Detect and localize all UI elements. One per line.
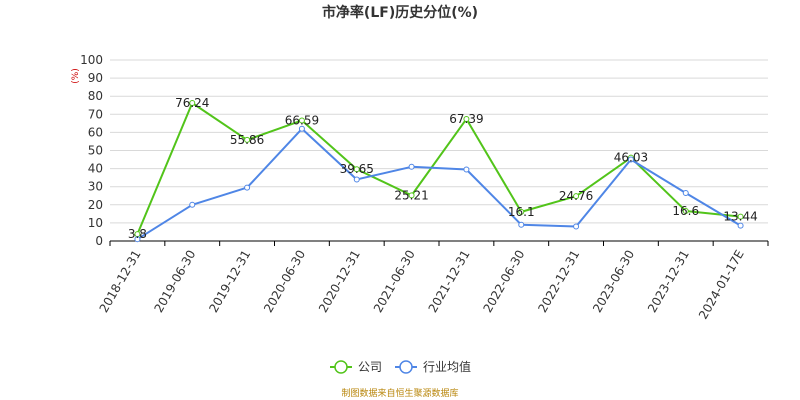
data-point [682, 207, 689, 214]
data-point [518, 208, 525, 215]
x-tick-label: 2023-06-30 [590, 248, 637, 315]
data-label: 46.03 [614, 151, 648, 165]
data-label: 16.6 [672, 204, 699, 218]
grid-layer [110, 59, 768, 224]
series-line-0 [136, 102, 741, 235]
y-tick-label: 80 [88, 89, 103, 103]
x-tick-label: 2019-06-30 [151, 248, 198, 315]
y-tick-label: 0 [95, 234, 103, 248]
data-point [298, 125, 305, 132]
x-tick-label: 2020-12-31 [316, 248, 363, 315]
legend-label: 公司 [358, 360, 382, 374]
data-point [737, 213, 744, 220]
y-tick-label: 40 [88, 162, 103, 176]
y-tick-label: 90 [88, 71, 103, 85]
data-point [737, 222, 744, 229]
data-label: 25.21 [394, 188, 428, 202]
series-layer [134, 100, 744, 243]
data-label: 66.59 [285, 113, 319, 127]
source-note: 制图数据来自恒生聚源数据库 [341, 387, 458, 399]
x-tick-label: 2018-12-31 [97, 248, 144, 315]
x-tick-label: 2019-12-31 [206, 248, 253, 315]
legend-marker-icon [334, 360, 348, 374]
data-point [353, 166, 360, 173]
data-label: 67.39 [449, 112, 483, 126]
data-point [134, 236, 141, 243]
data-point [244, 136, 251, 143]
legend-marker-icon [399, 360, 413, 374]
data-point [353, 176, 360, 183]
data-point [189, 201, 196, 208]
data-point [244, 184, 251, 191]
legend-label: 行业均值 [423, 359, 471, 374]
axis-layer: 0 10 20 30 40 50 60 70 80 90 100 2018-12-31 2019-06-… [80, 53, 769, 322]
data-point [627, 156, 634, 163]
x-tick-label: 2024-01-17E [696, 248, 747, 322]
data-point [408, 192, 415, 199]
y-tick-label: 60 [88, 125, 103, 139]
data-point [463, 166, 470, 173]
data-label: 76.24 [175, 96, 209, 110]
data-point [573, 193, 580, 200]
series-line-1 [136, 127, 742, 241]
data-label: 13.44 [723, 210, 757, 224]
x-tick-label: 2021-06-30 [371, 248, 418, 315]
legend-item-1[interactable]: 行业均值 [395, 359, 471, 374]
x-tick-label: 2022-06-30 [480, 248, 527, 315]
data-label: 24.76 [559, 189, 593, 203]
y-tick-label: 100 [80, 53, 103, 67]
y-tick-label: 10 [88, 216, 103, 230]
x-tick-label: 2022-12-31 [535, 248, 582, 315]
legend-item-0[interactable]: 公司 [330, 360, 382, 374]
y-tick-label: 20 [88, 198, 103, 212]
chart-title: 市净率(LF)历史分位(%) [322, 4, 478, 21]
data-point [463, 116, 470, 123]
data-point [189, 100, 196, 107]
y-tick-label: 50 [88, 144, 103, 158]
data-label: 55.86 [230, 133, 264, 147]
y-axis-unit: (%) [71, 68, 81, 84]
data-label: 39.65 [340, 162, 374, 176]
legend[interactable]: 公司 行业均值 [330, 359, 471, 374]
x-tick-label: 2020-06-30 [261, 248, 308, 315]
data-point [298, 117, 305, 124]
data-label: 3.8 [128, 227, 147, 241]
y-tick-label: 70 [88, 107, 103, 121]
x-tick-label: 2021-12-31 [426, 248, 473, 315]
data-point [408, 163, 415, 170]
data-point [573, 223, 580, 230]
x-tick-label: 2023-12-31 [645, 248, 692, 315]
y-tick-label: 30 [88, 180, 103, 194]
data-label-layer: 3.8 76.24 55.86 66.59 39.65 25.21 67.39 16.1 24.… [128, 96, 758, 241]
data-label: 16.1 [508, 205, 535, 219]
data-point [518, 221, 525, 228]
data-point [682, 190, 689, 197]
